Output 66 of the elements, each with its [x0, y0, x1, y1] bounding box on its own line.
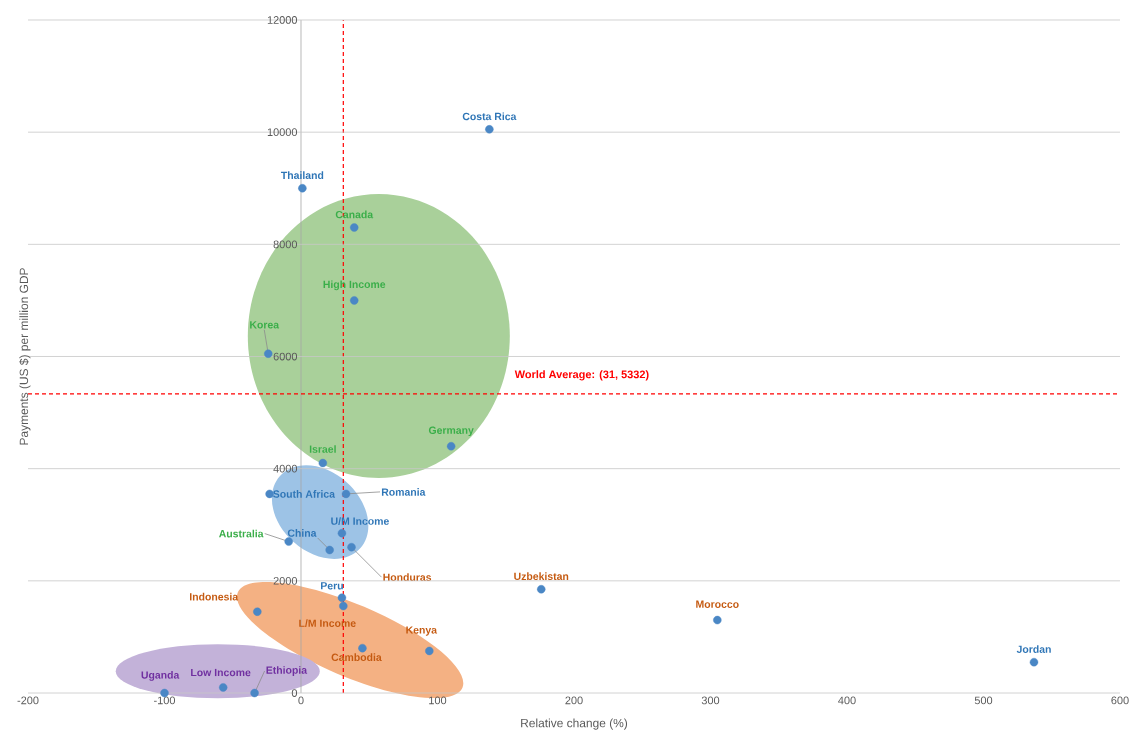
- y-tick-label: 2000: [273, 576, 298, 585]
- point: [253, 607, 262, 616]
- point: [318, 458, 328, 468]
- annotation: Korea: [250, 321, 280, 329]
- annotation: Cambodia: [331, 653, 382, 662]
- x-tick-label: 200: [565, 696, 583, 705]
- point: [341, 489, 351, 499]
- x-tick-label: 600: [1111, 696, 1129, 705]
- annotation: Romania: [381, 488, 426, 496]
- annotation: L/M Income: [299, 619, 356, 628]
- point: [218, 683, 228, 692]
- annotation: High Income: [323, 280, 386, 291]
- annotation: Germany: [428, 426, 474, 437]
- point: [485, 125, 494, 134]
- annotation: Ethiopia: [266, 666, 308, 676]
- annotation: Peru: [321, 582, 343, 590]
- annotation: U/M Income: [331, 517, 389, 525]
- x-tick-label: -100: [154, 696, 176, 705]
- point: [350, 223, 359, 232]
- point: [347, 542, 356, 552]
- point: [337, 528, 347, 538]
- point: [264, 349, 273, 358]
- x-tick-label: 400: [838, 696, 856, 705]
- point: [265, 489, 274, 499]
- annotation: Uganda: [141, 671, 180, 681]
- point: [284, 537, 293, 546]
- annotation: Uzbekistan: [514, 572, 569, 581]
- y-tick-label: 6000: [273, 352, 298, 361]
- x-tick-label: 100: [429, 696, 447, 705]
- point: [425, 646, 434, 656]
- annotation: Thailand: [280, 171, 324, 180]
- x-tick-label: 0: [298, 696, 304, 705]
- y-axis-title: Payments (US $) per million GDP: [19, 268, 31, 445]
- x-axis-title: Relative change (%): [521, 718, 628, 730]
- point: [350, 296, 359, 305]
- y-tick-label: 8000: [273, 240, 298, 249]
- annotation: Jordan: [1016, 645, 1051, 653]
- annotation: Low Income: [191, 668, 251, 677]
- annotation: South Africa: [273, 490, 336, 498]
- annotation: Honduras: [383, 573, 432, 582]
- annotation: Israel: [309, 445, 336, 453]
- annotation: Indonesia: [190, 592, 239, 601]
- y-tick-label: 0: [291, 689, 298, 697]
- point: [358, 643, 367, 653]
- x-tick-label: 500: [974, 696, 993, 705]
- annotation: China: [287, 529, 317, 537]
- point: [298, 184, 307, 193]
- annotation: Australia: [219, 529, 264, 538]
- y-tick-label: 10000: [267, 128, 298, 137]
- annotation: Kenya: [406, 626, 438, 636]
- point: [1029, 657, 1039, 667]
- point: [325, 545, 334, 555]
- point: [250, 688, 259, 698]
- x-tick-label: -200: [17, 696, 39, 705]
- y-tick-label: 12000: [267, 16, 298, 24]
- x-tick-label: 300: [701, 696, 720, 705]
- annotation: Morocco: [696, 600, 739, 608]
- point: [337, 593, 347, 602]
- annotation: Costa Rica: [462, 112, 517, 121]
- point: [339, 601, 348, 611]
- annotation: Canada: [335, 210, 374, 219]
- ref-line-label: World Average: (31, 5332): [514, 370, 649, 381]
- y-tick-label: 4000: [273, 464, 298, 473]
- point: [713, 615, 722, 625]
- point: [537, 585, 546, 594]
- point: [446, 442, 456, 451]
